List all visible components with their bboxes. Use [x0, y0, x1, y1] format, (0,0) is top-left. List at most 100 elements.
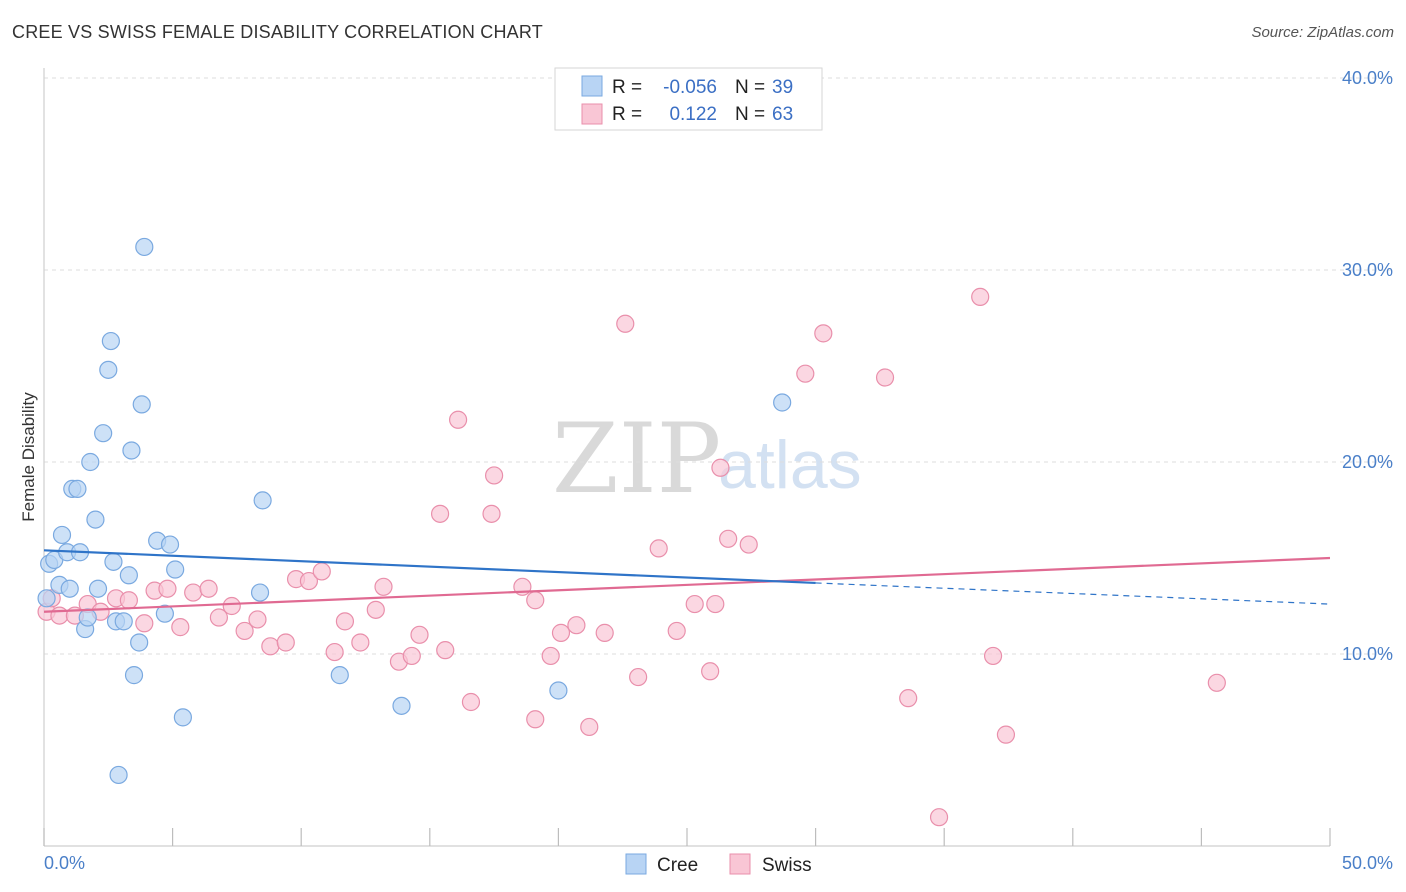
swiss-point — [50, 606, 69, 625]
swiss-point — [667, 621, 686, 641]
swiss-point — [580, 717, 599, 737]
swiss-point — [366, 600, 385, 619]
y-tick-label: 40.0% — [1342, 68, 1393, 88]
swiss-point — [436, 641, 455, 660]
swiss-point — [899, 689, 918, 708]
bottom-legend: Cree Swiss — [625, 853, 812, 876]
cree-point — [132, 395, 151, 414]
legend-swiss-r-value: 0.122 — [669, 104, 717, 125]
y-tick-label: 20.0% — [1342, 452, 1393, 472]
swiss-point — [595, 623, 614, 642]
x-tick-label-min: 0.0% — [44, 853, 85, 873]
swiss-point — [482, 504, 501, 523]
cree-point — [101, 331, 120, 351]
swiss-point — [461, 692, 481, 712]
swiss-point — [312, 562, 331, 581]
source-label: Source: ZipAtlas.com — [1251, 24, 1394, 41]
bottom-legend-swatch-cree — [625, 853, 647, 875]
watermark: ZIP atlas — [552, 403, 862, 515]
swiss-point — [184, 583, 203, 602]
swiss-point — [248, 610, 267, 629]
swiss-point — [222, 596, 241, 616]
swiss-point — [814, 324, 833, 343]
swiss-point — [739, 535, 758, 554]
cree-point — [94, 424, 113, 443]
cree-point — [166, 560, 185, 579]
legend-swatch-cree — [581, 75, 603, 97]
swiss-point — [983, 646, 1003, 666]
legend-swiss-n-value: 63 — [772, 104, 793, 125]
legend-swatch-swiss — [581, 103, 603, 125]
swiss-point — [1207, 673, 1226, 692]
swiss-points — [37, 287, 1226, 827]
swiss-trend-line — [43, 556, 1331, 613]
cree-point — [60, 579, 79, 598]
cree-point — [37, 589, 56, 608]
watermark-zip: ZIP — [552, 403, 721, 515]
watermark-atlas: atlas — [718, 427, 862, 503]
swiss-point — [567, 616, 586, 635]
swiss-point — [410, 625, 429, 644]
swiss-point — [209, 608, 228, 627]
cree-point — [88, 579, 108, 598]
swiss-point — [199, 579, 218, 598]
swiss-point — [719, 529, 738, 548]
swiss-point — [135, 614, 154, 633]
swiss-point — [706, 594, 725, 614]
cree-point — [330, 666, 349, 685]
cree-point — [250, 583, 270, 602]
swiss-point — [701, 662, 720, 681]
cree-trend-line — [43, 549, 816, 585]
legend: R = -0.056 N = 39 R = 0.122 N = 63 — [554, 67, 823, 131]
swiss-point — [171, 618, 190, 637]
cree-point — [160, 535, 180, 554]
swiss-point — [541, 646, 560, 666]
swiss-point — [448, 410, 468, 429]
swiss-point — [875, 368, 895, 387]
cree-point — [135, 237, 154, 257]
cree-point — [78, 608, 97, 627]
swiss-point — [335, 612, 355, 631]
cree-point — [86, 510, 105, 529]
cree-point — [549, 681, 568, 700]
swiss-point — [711, 458, 730, 477]
cree-point — [109, 765, 128, 785]
swiss-point — [996, 725, 1016, 744]
chart-title: CREE VS SWISS FEMALE DISABILITY CORRELAT… — [12, 22, 543, 42]
swiss-point — [430, 504, 450, 523]
x-axis-ticks — [43, 828, 1331, 846]
bottom-legend-swatch-swiss — [729, 853, 751, 875]
x-tick-label-max: 50.0% — [1342, 853, 1393, 873]
bottom-legend-cree: Cree — [657, 855, 698, 876]
cree-point — [119, 566, 138, 585]
legend-swiss-r-label: R = — [612, 104, 642, 125]
cree-point — [173, 708, 192, 727]
cree-point — [81, 452, 100, 472]
cree-points — [37, 237, 792, 785]
swiss-point — [351, 633, 370, 652]
y-tick-label: 30.0% — [1342, 260, 1393, 280]
swiss-point — [685, 594, 704, 614]
swiss-point — [649, 539, 668, 558]
cree-point — [122, 441, 141, 460]
swiss-point — [276, 633, 295, 652]
swiss-point — [119, 591, 138, 610]
swiss-point — [526, 710, 545, 729]
swiss-point — [616, 314, 635, 333]
swiss-point — [629, 667, 648, 687]
y-tick-labels: 10.0% 20.0% 30.0% 40.0% — [1342, 68, 1393, 664]
swiss-point — [158, 579, 177, 598]
bottom-legend-swiss: Swiss — [762, 855, 812, 876]
swiss-point — [971, 287, 990, 306]
y-tick-label: 10.0% — [1342, 644, 1393, 664]
legend-cree-n-label: N = — [735, 77, 765, 98]
swiss-point — [485, 466, 504, 485]
cree-point — [104, 552, 123, 571]
cree-point — [68, 479, 87, 498]
cree-point — [155, 604, 174, 623]
legend-cree-r-label: R = — [612, 77, 642, 98]
swiss-point — [551, 623, 571, 642]
swiss-point — [526, 591, 545, 610]
swiss-point — [796, 364, 815, 383]
